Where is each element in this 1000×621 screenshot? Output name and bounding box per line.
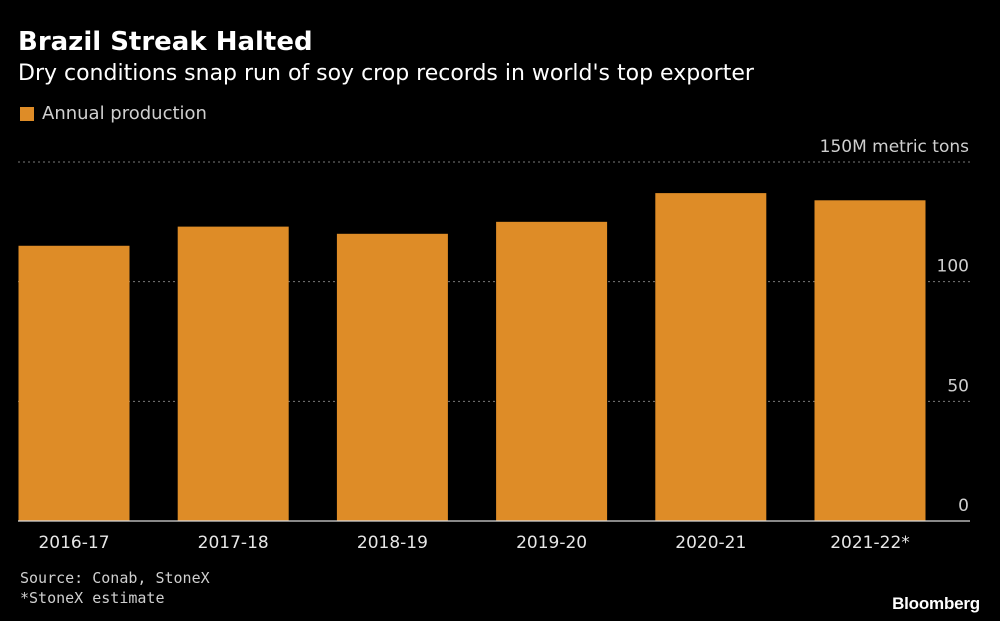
y-tick-label: 100 (937, 257, 969, 277)
x-tick-label: 2018-19 (357, 533, 428, 553)
chart-footer: Source: Conab, StoneX *StoneX estimate (20, 568, 210, 608)
bar-2018-19 (336, 233, 448, 522)
estimate-note: *StoneX estimate (20, 589, 165, 607)
y-tick-label: 150M metric tons (820, 137, 970, 157)
x-tick-label: 2016-17 (38, 533, 109, 553)
source-note: Source: Conab, StoneX (20, 569, 210, 587)
chart-subtitle: Dry conditions snap run of soy crop reco… (18, 61, 754, 86)
x-tick-label: 2019-20 (516, 533, 587, 553)
bloomberg-logo: Bloomberg (892, 594, 980, 613)
x-tick-label: 2021-22* (830, 533, 910, 553)
y-tick-label: 0 (958, 496, 969, 516)
chart-title: Brazil Streak Halted (18, 27, 313, 57)
bar-2016-17 (18, 245, 130, 521)
bar-2017-18 (177, 226, 289, 521)
chart-legend: Annual production (20, 103, 207, 124)
bar-2021-22* (814, 200, 926, 521)
y-tick-label: 50 (947, 376, 969, 396)
bar-2020-21 (655, 193, 767, 521)
legend-swatch (20, 106, 34, 121)
x-tick-label: 2020-21 (675, 533, 746, 553)
bar-2019-20 (496, 221, 608, 522)
x-tick-label: 2017-18 (198, 533, 269, 553)
legend-label: Annual production (42, 103, 207, 124)
